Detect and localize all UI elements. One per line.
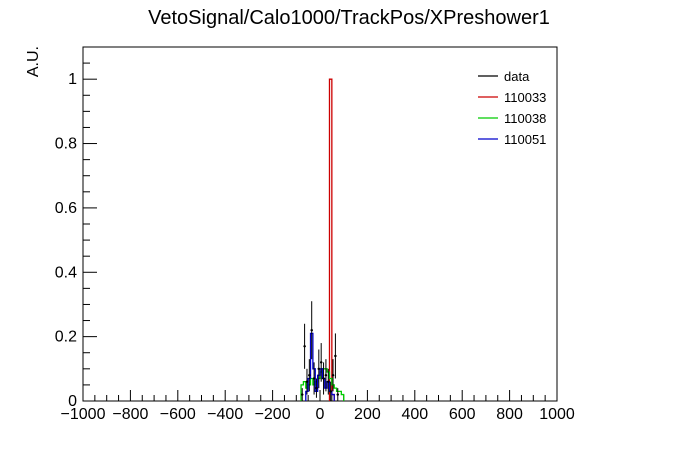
- x-tick-label: 600: [449, 406, 476, 423]
- x-tick-label: −400: [207, 406, 243, 423]
- legend-label: 110051: [504, 132, 546, 147]
- legend-label: data: [504, 69, 530, 84]
- data-point: [308, 374, 311, 377]
- data-point: [334, 354, 337, 358]
- series-data: [301, 301, 339, 401]
- x-tick-label: 0: [316, 406, 325, 423]
- data-point: [324, 374, 328, 377]
- legend-entry-data: data: [478, 69, 530, 84]
- legend: data 110033 110038 110051: [478, 69, 546, 147]
- data-point: [327, 380, 330, 383]
- x-tick-label: 1000: [539, 406, 575, 423]
- data-point: [303, 345, 306, 348]
- x-tick-label: −200: [255, 406, 291, 423]
- plot-area: 0 0.2 0.4 0.6 0.8 1 −1000 −800 −600 −400 −200 0 200 4…: [55, 46, 575, 423]
- data-point: [301, 393, 304, 396]
- data-point: [329, 390, 332, 393]
- y-tick-label: 0.4: [55, 264, 77, 281]
- y-tick-label: 0.8: [55, 136, 77, 153]
- legend-entry-110051: 110051: [478, 132, 546, 147]
- x-tick-label: 800: [496, 406, 523, 423]
- data-point: [305, 380, 309, 383]
- chart-title: VetoSignal/Calo1000/TrackPos/XPreshower1: [148, 7, 550, 29]
- data-point: [331, 374, 335, 377]
- series-110051: [305, 332, 335, 401]
- x-tick-label: −600: [160, 406, 196, 423]
- data-point: [319, 361, 323, 364]
- data-point: [315, 386, 318, 390]
- y-tick-label: 1: [68, 71, 77, 88]
- legend-label: 110038: [504, 111, 546, 126]
- data-point: [322, 377, 325, 380]
- data-point: [317, 367, 321, 371]
- series-outline: [305, 332, 335, 401]
- legend-entry-110033: 110033: [478, 90, 546, 105]
- x-tick-label: −1000: [61, 406, 106, 423]
- data-point: [310, 329, 313, 332]
- y-tick-label: 0: [68, 393, 77, 410]
- y-tick-label: 0.2: [55, 329, 77, 346]
- data-point: [336, 393, 339, 396]
- legend-entry-110038: 110038: [478, 111, 546, 126]
- x-tick-label: 400: [401, 406, 428, 423]
- legend-label: 110033: [504, 90, 546, 105]
- y-tick-label: 0.6: [55, 200, 77, 217]
- x-tick-label: 200: [354, 406, 381, 423]
- y-axis-label: A.U.: [25, 46, 42, 77]
- x-tick-label: −800: [112, 406, 148, 423]
- data-point: [312, 377, 316, 380]
